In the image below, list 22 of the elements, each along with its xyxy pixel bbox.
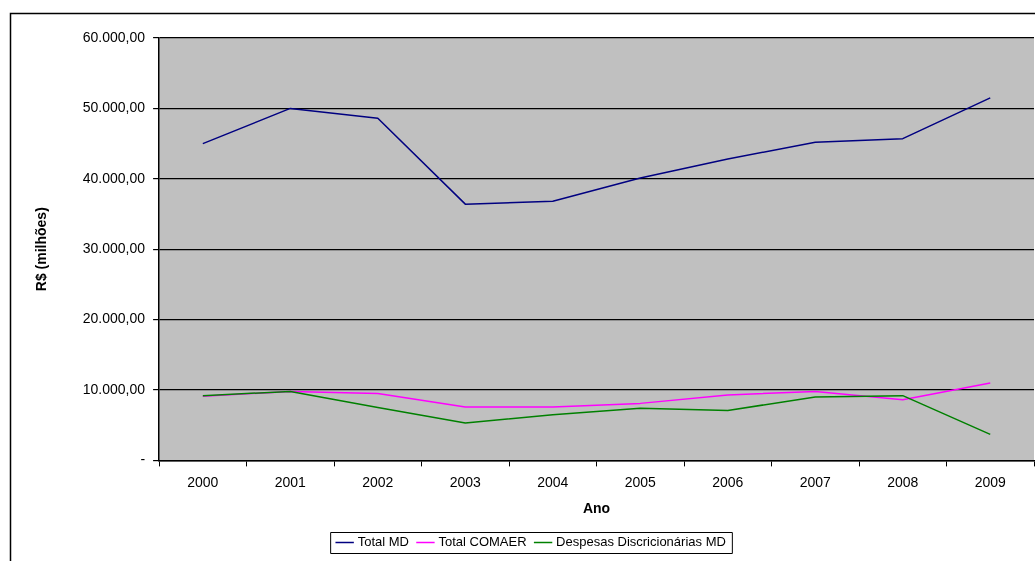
y-tick-label: 60.000,00 — [82, 28, 146, 45]
x-tick-label: 2001 — [274, 473, 307, 490]
y-tick-label: 10.000,00 — [82, 380, 146, 397]
y-tick-label: 30.000,00 — [82, 240, 146, 257]
y-axis-title: R$ (milhões) — [33, 207, 50, 292]
y-tick-label: 20.000,00 — [82, 310, 146, 327]
x-tick-label: 2003 — [449, 473, 482, 490]
x-axis-title: Ano — [582, 500, 611, 517]
x-tick-label: 2000 — [187, 473, 219, 490]
legend-label: Despesas Discricionárias MD — [556, 534, 726, 550]
x-tick-label: 2008 — [887, 473, 919, 490]
y-tick-label: 40.000,00 — [82, 169, 146, 186]
x-tick-label: 2007 — [799, 473, 832, 490]
legend-label: Total COMAER — [438, 534, 527, 550]
x-tick-label: 2005 — [624, 473, 657, 490]
legend-label: Total MD — [357, 534, 409, 550]
y-tick-label: - — [140, 451, 146, 468]
x-tick-label: 2004 — [537, 473, 569, 490]
x-tick-label: 2009 — [974, 473, 1007, 490]
x-tick-label: 2002 — [362, 473, 394, 490]
y-tick-label: 50.000,00 — [82, 99, 146, 116]
x-tick-label: 2006 — [712, 473, 744, 490]
